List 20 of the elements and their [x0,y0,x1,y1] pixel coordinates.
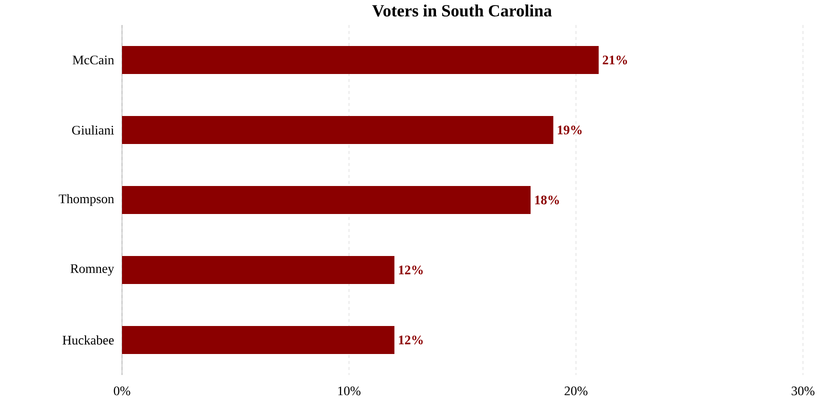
x-tick-label: 0% [114,386,130,396]
y-tick-label: McCain [72,56,114,64]
bar [122,256,394,284]
x-tick-label: 10% [338,386,360,396]
y-tick-label: Romney [70,264,114,276]
y-tick-label: Huckabee [62,335,114,345]
chart-title: Voters in South Carolina [372,4,552,17]
x-tick-label: 20% [564,386,588,396]
data-label: 19% [558,126,582,134]
data-label: 18% [535,196,559,204]
x-tick-label: 30% [792,386,814,396]
data-label: 21% [602,56,628,64]
bar [122,116,554,144]
y-tick-label: Giuliani [72,125,114,135]
bar [122,46,599,74]
data-label: 12% [398,266,423,274]
data-label: 12% [398,336,423,344]
bar [122,186,531,214]
bar [122,326,394,354]
y-tick-label: Thompson [58,194,114,206]
